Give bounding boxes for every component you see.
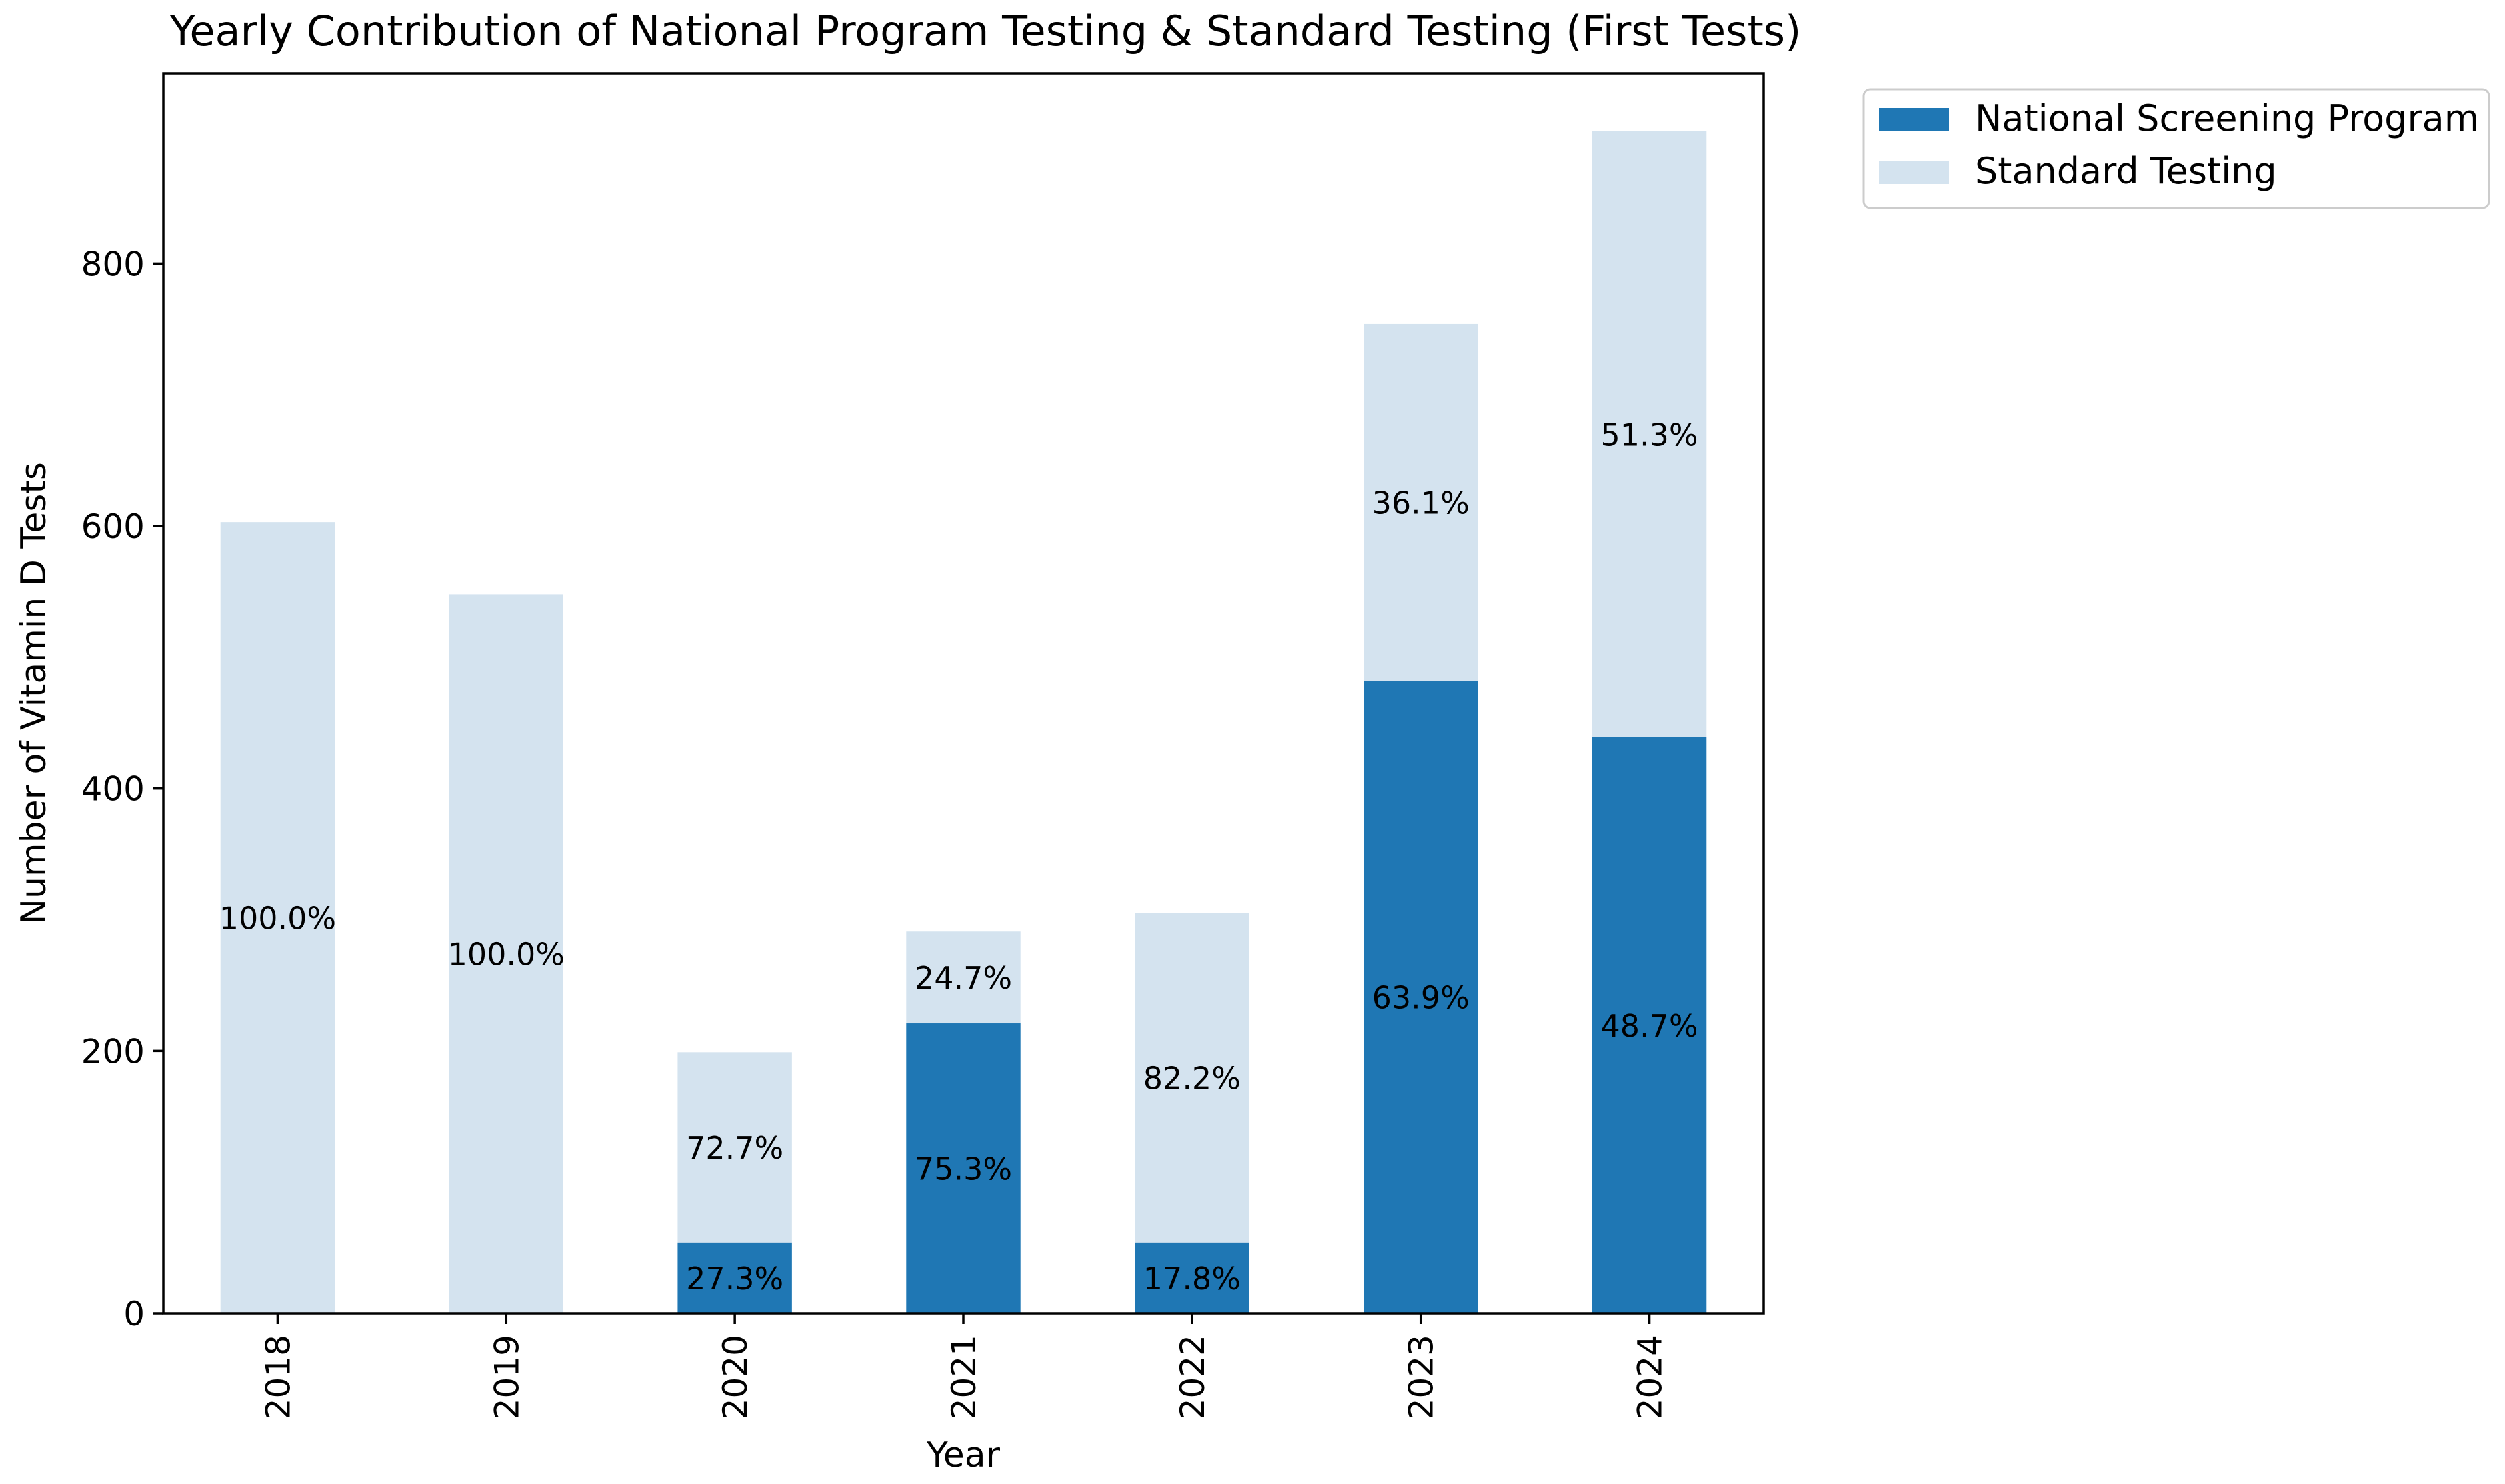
bar-standard-2020 — [677, 1052, 792, 1243]
y-tick-label: 200 — [81, 1032, 145, 1071]
plot-frame — [162, 72, 1765, 1315]
bar-label-2024-1: 51.3% — [1601, 417, 1698, 453]
bars — [220, 131, 1707, 1314]
legend-swatch-standard — [1879, 161, 1949, 184]
bar-label-2018-1: 100.0% — [219, 901, 336, 937]
x-tick-label: 2021 — [945, 1335, 983, 1419]
bar-label-2022-1: 82.2% — [1143, 1061, 1241, 1097]
bar-standard-2021 — [906, 931, 1021, 1024]
bar-standard-2024 — [1592, 131, 1707, 737]
y-axis-label: Number of Vitamin D Tests — [14, 462, 54, 925]
legend-swatch-national — [1879, 108, 1949, 131]
bar-label-2022-0: 17.8% — [1143, 1261, 1241, 1297]
bar-label-2021-1: 24.7% — [915, 960, 1012, 996]
y-tick-label: 400 — [81, 770, 145, 809]
chart-title: Yearly Contribution of National Program … — [169, 7, 1802, 55]
legend: National Screening Program Standard Test… — [1862, 88, 2490, 209]
x-axis-label: Year — [926, 1435, 1001, 1475]
bar-standard-2023 — [1364, 323, 1478, 681]
y-tick-label: 0 — [123, 1295, 145, 1333]
y-tick-label: 600 — [81, 507, 145, 546]
x-axis: 2018 2019 2020 2021 2022 2023 2024 — [259, 1313, 1670, 1419]
x-tick-label: 2022 — [1173, 1335, 1212, 1419]
bar-label-2023-1: 36.1% — [1372, 485, 1470, 521]
bar-label-2024-0: 48.7% — [1601, 1008, 1698, 1044]
bar-standard-2019 — [449, 594, 563, 1313]
bar-label-2021-0: 75.3% — [915, 1151, 1012, 1187]
legend-label-national: National Screening Program — [1975, 97, 2479, 139]
bar-national-2023 — [1364, 681, 1478, 1313]
legend-label-standard: Standard Testing — [1975, 150, 2277, 192]
bar-national-2024 — [1592, 737, 1707, 1313]
y-tick-label: 800 — [81, 245, 145, 283]
bar-standard-2022 — [1135, 913, 1249, 1243]
x-tick-label: 2024 — [1631, 1335, 1670, 1419]
bar-standard-2018 — [220, 522, 335, 1314]
bar-label-2023-0: 63.9% — [1372, 980, 1470, 1016]
x-tick-label: 2018 — [259, 1335, 297, 1419]
x-tick-label: 2023 — [1402, 1335, 1441, 1419]
x-tick-label: 2020 — [716, 1335, 755, 1419]
legend-box — [1862, 88, 2490, 209]
bar-national-2022 — [1135, 1242, 1249, 1313]
bar-national-2021 — [906, 1023, 1021, 1313]
bar-label-2020-1: 72.7% — [686, 1130, 783, 1166]
bar-label-2019-1: 100.0% — [448, 937, 565, 973]
y-axis: 0 200 400 600 800 — [81, 245, 163, 1333]
x-tick-label: 2019 — [487, 1335, 526, 1419]
bar-labels: 100.0% 100.0% 27.3% 72.7% 75.3% 24.7% 17.8% 82.… — [219, 417, 1698, 1297]
bar-label-2020-0: 27.3% — [686, 1261, 783, 1297]
bar-national-2020 — [677, 1242, 792, 1313]
